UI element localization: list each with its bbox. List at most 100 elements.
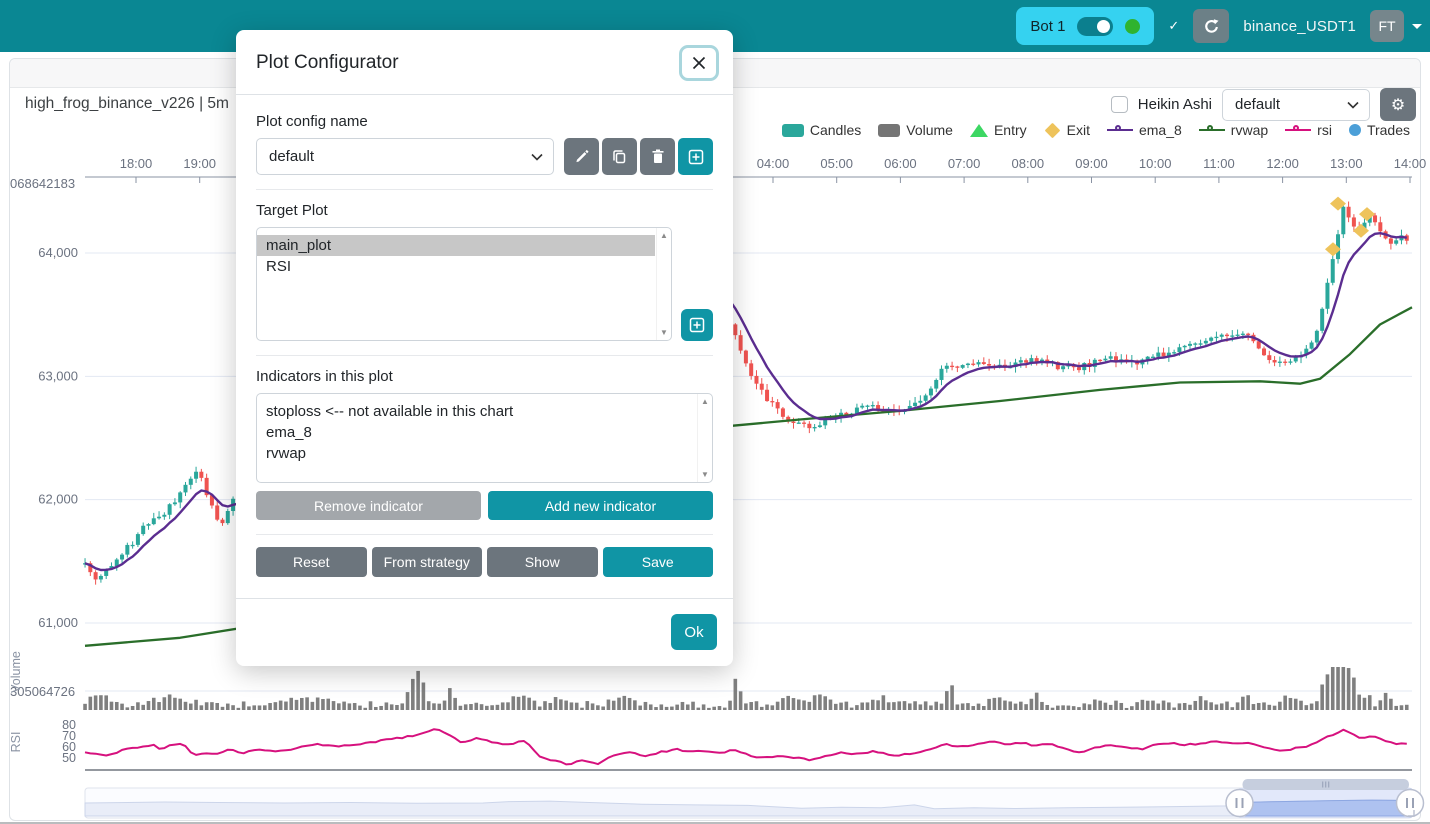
svg-text:64,000: 64,000 [38,245,78,260]
gear-icon: ⚙ [1390,96,1406,114]
volume-layer [83,667,1409,710]
bot-switch-box[interactable]: Bot 1 [1016,7,1155,45]
plot-config-name-value: default [269,148,315,165]
svg-text:70: 70 [62,729,76,743]
svg-text:068642183: 068642183 [10,176,75,191]
add-indicator-button[interactable]: Add new indicator [488,491,713,520]
plot-config-select[interactable]: default [1222,88,1370,121]
add-config-button[interactable] [678,138,713,175]
volume-swatch-icon [878,123,901,137]
chevron-down-icon [1347,101,1359,109]
modal-footer: Ok [236,598,733,666]
scroll-up-icon: ▲ [701,397,709,406]
legend-item-volume[interactable]: Volume [878,122,953,138]
plus-square-icon [689,317,705,333]
edit-config-button[interactable] [564,138,599,175]
legend-item-rsi[interactable]: rsi [1285,122,1332,138]
rsi-line-icon [1285,125,1312,132]
plot-config-name-select[interactable]: default [256,138,554,175]
show-button[interactable]: Show [487,547,598,577]
delete-config-button[interactable] [640,138,675,175]
heikin-ashi-label: Heikin Ashi [1137,96,1212,113]
indicators-listbox[interactable]: stoploss <-- not available in this chart… [256,393,713,483]
listbox-scrollbar[interactable]: ▲ ▼ [697,394,712,482]
trash-icon [652,149,663,163]
trades-circle-icon [1348,124,1361,136]
caret-down-icon [1412,23,1422,29]
plot-config-name-label: Plot config name [256,113,368,130]
resize-corner-icon[interactable] [1408,810,1415,817]
rsi-line [84,728,1407,766]
svg-text:14:00: 14:00 [1394,156,1427,171]
bot-toggle[interactable] [1077,16,1114,36]
reset-button[interactable]: Reset [256,547,367,577]
datazoom-right-handle[interactable] [1395,788,1425,818]
bot-status-dot [1125,18,1141,34]
svg-text:63,000: 63,000 [38,368,78,383]
svg-text:50: 50 [62,751,76,765]
chart-legend: Candles Volume Entry Exit ema_8 rvwap rsi Trade… [781,122,1410,138]
exit-marker-icon [1359,207,1375,222]
legend-item-exit[interactable]: Exit [1044,122,1090,138]
add-plot-button[interactable] [681,309,713,341]
avatar[interactable]: FT [1370,10,1404,42]
svg-text:10:00: 10:00 [1139,156,1172,171]
svg-text:12:00: 12:00 [1266,156,1299,171]
chart-controls: Heikin Ashi default ⚙ [1110,88,1416,121]
svg-text:06:00: 06:00 [884,156,917,171]
modal-header: Plot Configurator [236,30,733,95]
svg-text:80: 80 [62,718,76,732]
indicator-option-ema-8[interactable]: ema_8 [266,424,312,441]
legend-item-entry[interactable]: Entry [969,122,1027,138]
refresh-icon [1205,18,1219,33]
toggle-knob-icon [1097,19,1111,33]
scroll-down-icon: ▼ [701,470,709,479]
datazoom-grip-bar[interactable] [1242,779,1409,790]
target-plot-option-main-plot[interactable]: main_plot [257,235,655,256]
svg-text:18:00: 18:00 [120,156,153,171]
heikin-ashi-checkbox[interactable] [1110,96,1128,113]
svg-text:04:00: 04:00 [757,156,790,171]
target-plot-label: Target Plot [256,202,328,219]
bot-name-label: Bot 1 [1030,17,1066,35]
exit-marker-icon [1330,196,1346,211]
svg-text:RSI: RSI [9,732,23,753]
target-plot-listbox[interactable]: main_plot RSI ▲ ▼ [256,227,672,341]
modal-close-button[interactable] [679,45,719,81]
copy-config-button[interactable] [602,138,637,175]
plot-settings-button[interactable]: ⚙ [1380,88,1416,121]
entry-triangle-icon [969,123,988,137]
legend-item-ema_8[interactable]: ema_8 [1106,122,1182,138]
svg-text:08:00: 08:00 [1012,156,1045,171]
listbox-scrollbar[interactable]: ▲ ▼ [656,228,671,340]
user-menu[interactable]: FT [1370,10,1422,42]
legend-item-rvwap[interactable]: rvwap [1198,122,1268,138]
exit-diamond-icon [1044,122,1060,138]
copy-icon [613,150,626,164]
candles-swatch-icon [781,123,804,137]
indicator-option-stoploss[interactable]: stoploss <-- not available in this chart [266,403,514,420]
refresh-button[interactable] [1193,9,1230,43]
exit-marker-icon [1325,242,1341,257]
datazoom-left-handle[interactable] [1225,788,1254,818]
svg-text:61,000: 61,000 [38,615,78,630]
remove-indicator-button[interactable]: Remove indicator [256,491,481,520]
from-strategy-button[interactable]: From strategy [371,547,482,577]
exit-marker-icon [1353,223,1369,238]
svg-text:11:00: 11:00 [1203,156,1235,171]
svg-text:09:00: 09:00 [1075,156,1108,171]
legend-item-trades[interactable]: Trades [1348,122,1410,138]
svg-text:19:00: 19:00 [183,156,216,171]
scroll-up-icon: ▲ [660,231,668,240]
target-plot-option-rsi[interactable]: RSI [266,258,292,275]
plus-square-icon [688,149,703,164]
chevron-down-icon [531,153,543,161]
save-button[interactable]: Save [602,547,713,577]
legend-item-candles[interactable]: Candles [781,122,861,138]
plot-configurator-modal: Plot Configurator Plot config name defau… [236,30,733,666]
indicator-option-rvwap[interactable]: rvwap [266,445,307,462]
ok-button[interactable]: Ok [671,614,717,650]
svg-text:13:00: 13:00 [1330,156,1363,171]
svg-text:05:00: 05:00 [820,156,853,171]
